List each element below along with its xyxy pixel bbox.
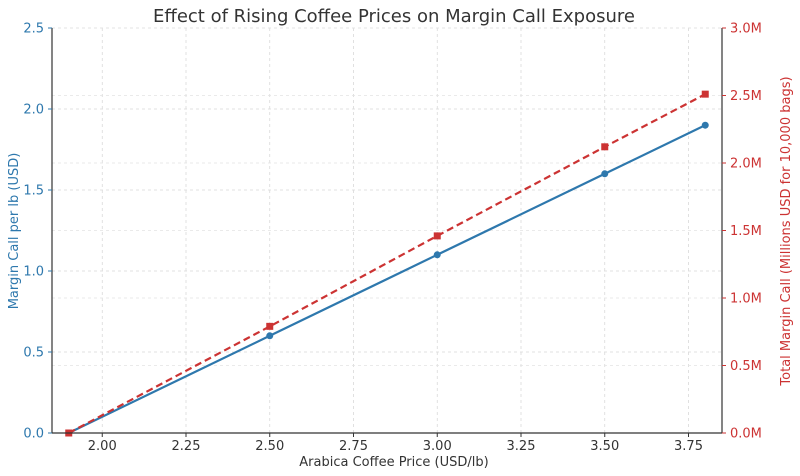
x-tick-label: 2.50 — [255, 439, 284, 454]
chart-title: Effect of Rising Coffee Prices on Margin… — [153, 6, 635, 27]
x-tick-label: 3.75 — [674, 439, 703, 454]
axes — [51, 28, 723, 434]
y2-tick-label: 0.5M — [730, 359, 762, 374]
data-point-margin-per-lb — [601, 170, 609, 178]
x-tick-label: 2.25 — [172, 439, 201, 454]
data-point-total-margin — [601, 143, 609, 151]
data-point-total-margin — [701, 90, 709, 98]
series-layer — [65, 90, 709, 437]
y2-tick-label: 3.0M — [730, 22, 762, 37]
ticks: 2.00 2.25 2.50 2.75 3.00 3.25 3.50 3.75 0.0 0.5 1.… — [23, 22, 762, 455]
series-line-total-margin — [68, 93, 706, 434]
y2-axis-label: Total Margin Call (Millions USD for 10,0… — [779, 76, 794, 386]
y2-tick-label: 1.0M — [730, 292, 762, 307]
x-tick-label: 2.00 — [88, 439, 117, 454]
x-tick-label: 3.25 — [507, 439, 536, 454]
y-tick-label: 2.5 — [23, 22, 44, 37]
data-point-total-margin — [433, 232, 441, 240]
x-tick-label: 2.75 — [339, 439, 368, 454]
y-tick-label: 0.0 — [23, 427, 44, 442]
y-tick-label: 0.5 — [23, 346, 44, 361]
grid — [52, 27, 722, 434]
y-tick-label: 1.0 — [23, 265, 44, 280]
y2-tick-label: 2.0M — [730, 157, 762, 172]
data-point-margin-per-lb — [433, 251, 441, 259]
y-tick-label: 1.5 — [23, 184, 44, 199]
data-point-total-margin — [266, 322, 274, 330]
x-axis-label: Arabica Coffee Price (USD/lb) — [299, 455, 488, 470]
y-tick-label: 2.0 — [23, 103, 44, 118]
data-point-margin-per-lb — [701, 121, 709, 129]
y-axis-label: Margin Call per lb (USD) — [7, 153, 22, 310]
series-line-margin-per-lb — [68, 124, 706, 434]
y2-tick-label: 1.5M — [730, 224, 762, 239]
data-point-margin-per-lb — [266, 332, 274, 340]
x-tick-label: 3.00 — [423, 439, 452, 454]
y2-tick-label: 0.0M — [730, 427, 762, 442]
x-tick-label: 3.50 — [590, 439, 619, 454]
y2-tick-label: 2.5M — [730, 89, 762, 104]
